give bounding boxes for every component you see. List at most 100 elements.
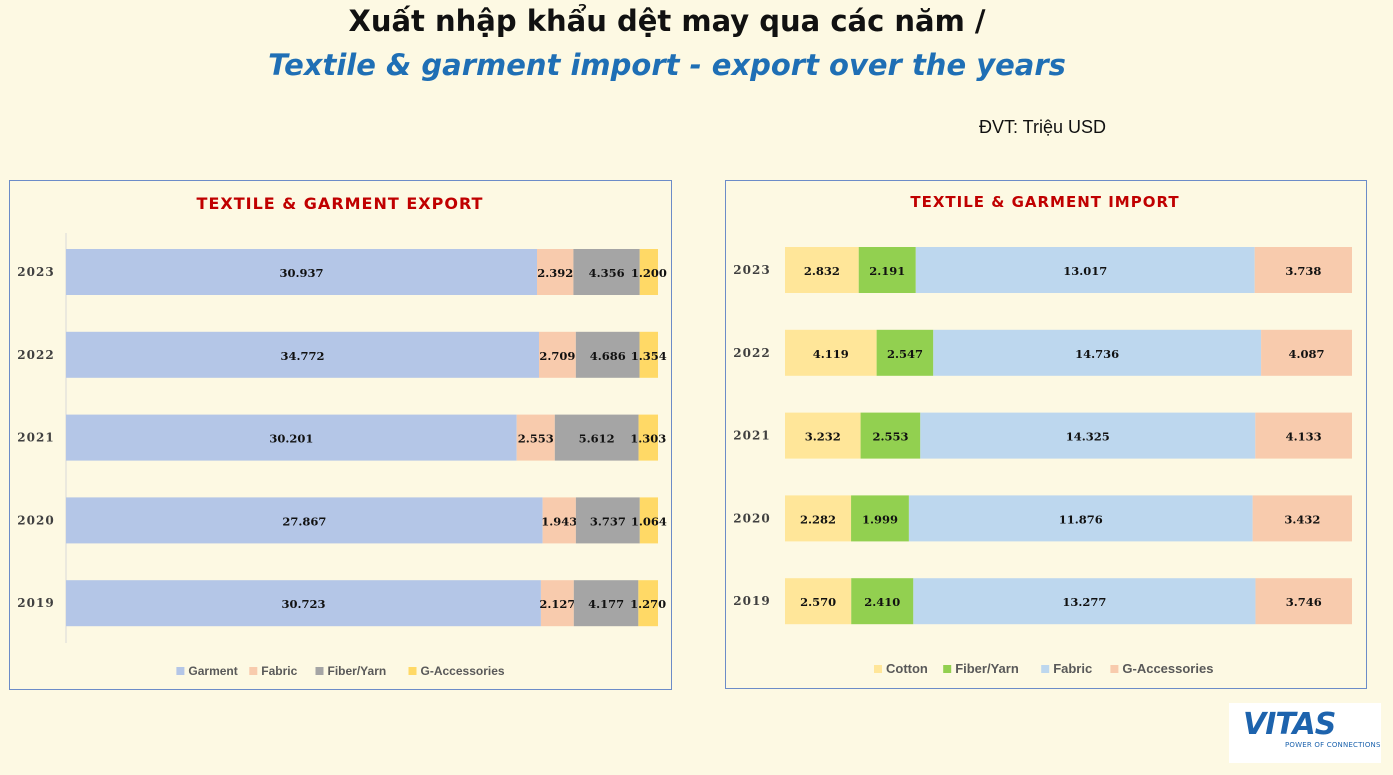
unit-label: ĐVT: Triệu USD <box>979 117 1107 137</box>
category-label-2019: 2019 <box>17 596 54 610</box>
bar-fiber-yarn-2019 <box>573 580 639 627</box>
data-label-cotton-2022: 4.119 <box>813 347 849 361</box>
data-label-garment-2019: 30.723 <box>281 597 325 611</box>
data-label-cotton-2023: 2.832 <box>804 264 840 278</box>
data-label-garment-2023: 30.937 <box>279 266 323 280</box>
bar-fabric-2023 <box>536 249 574 295</box>
import-chart: TEXTILE & GARMENT IMPORT 2023 2.832 2.191 13… <box>733 193 1352 676</box>
bar-fabric-2022 <box>538 331 576 378</box>
data-label-g-accessories-2022: 4.087 <box>1289 347 1325 361</box>
bar-fabric-2022 <box>933 329 1262 376</box>
legend-label-fiber-yarn: Fiber/Yarn <box>955 661 1019 676</box>
data-label-fiber-yarn-2023: 4.356 <box>589 266 625 280</box>
data-label-fabric-2022: 14.736 <box>1075 347 1119 361</box>
bar-fabric-2019 <box>913 578 1256 625</box>
category-label-2023: 2023 <box>17 265 54 279</box>
bar-cotton-2022 <box>785 329 877 376</box>
data-label-fabric-2023: 2.392 <box>537 266 573 280</box>
category-label-2020: 2020 <box>17 513 54 527</box>
bar-g-accessories-2021 <box>638 414 658 461</box>
data-label-fiber-yarn-2023: 2.191 <box>869 264 905 278</box>
logo-mark: VITAS <box>1243 707 1336 742</box>
data-label-fabric-2022: 2.709 <box>539 349 575 363</box>
import-chart-panel: TEXTILE & GARMENT IMPORT 2023 2.832 2.191 13… <box>725 180 1367 689</box>
category-label-2019: 2019 <box>733 594 770 608</box>
bar-g-accessories-2023 <box>1254 247 1352 293</box>
bar-g-accessories-2022 <box>1261 329 1352 376</box>
bar-fiber-yarn-2021 <box>860 412 921 459</box>
category-label-2022: 2022 <box>17 348 54 362</box>
data-label-cotton-2021: 3.232 <box>805 430 841 444</box>
legend-label-g-accessories: G-Accessories <box>1122 661 1213 676</box>
data-label-g-accessories-2023: 3.738 <box>1285 264 1321 278</box>
bar-fiber-yarn-2022 <box>575 331 640 378</box>
data-label-g-accessories-2019: 1.270 <box>630 597 666 611</box>
bar-fabric-2021 <box>516 414 555 461</box>
data-label-g-accessories-2020: 1.064 <box>631 514 667 528</box>
legend-label-garment: Garment <box>188 664 237 678</box>
category-label-2021: 2021 <box>733 429 770 443</box>
bar-fiber-yarn-2023 <box>573 249 640 295</box>
legend-swatch-fiber-yarn <box>943 665 952 673</box>
bar-fiber-yarn-2020 <box>851 495 909 542</box>
data-label-garment-2021: 30.201 <box>269 432 313 446</box>
data-label-cotton-2020: 2.282 <box>800 512 836 526</box>
bar-fiber-yarn-2023 <box>858 247 916 293</box>
bar-fabric-2023 <box>915 247 1255 293</box>
logo-tagline: POWER OF CONNECTIONS <box>1285 741 1381 749</box>
data-label-fabric-2021: 14.325 <box>1066 430 1110 444</box>
vitas-logo: VITAS POWER OF CONNECTIONS <box>1229 703 1381 763</box>
data-label-fiber-yarn-2022: 2.547 <box>887 347 923 361</box>
category-label-2023: 2023 <box>733 263 770 277</box>
bar-g-accessories-2021 <box>1255 412 1352 459</box>
bar-fiber-yarn-2021 <box>554 414 639 461</box>
export-chart-panel: TEXTILE & GARMENT EXPORT 2023 30.937 2.392 4… <box>9 180 672 690</box>
legend-label-fabric: Fabric <box>1053 661 1092 676</box>
bar-garment-2022 <box>66 331 539 378</box>
category-label-2020: 2020 <box>733 511 770 525</box>
data-label-fiber-yarn-2019: 2.410 <box>864 595 900 609</box>
data-label-fiber-yarn-2021: 2.553 <box>872 430 908 444</box>
bar-garment-2023 <box>66 249 537 295</box>
legend-label-fabric: Fabric <box>261 664 297 678</box>
data-label-fiber-yarn-2021: 5.612 <box>579 432 615 446</box>
bar-g-accessories-2019 <box>1255 578 1352 625</box>
bar-fabric-2019 <box>540 580 574 627</box>
bar-garment-2020 <box>66 497 543 544</box>
data-label-g-accessories-2021: 1.303 <box>630 432 666 446</box>
data-label-fiber-yarn-2022: 4.686 <box>590 349 626 363</box>
legend-swatch-fabric <box>1041 665 1050 673</box>
data-label-fabric-2023: 13.017 <box>1063 264 1107 278</box>
data-label-fabric-2020: 1.943 <box>541 514 577 528</box>
bar-cotton-2020 <box>785 495 852 542</box>
bar-fabric-2020 <box>542 497 576 544</box>
legend-swatch-garment <box>176 667 185 675</box>
legend-swatch-cotton <box>874 665 882 673</box>
legend-label-g-accessories: G-Accessories <box>421 664 505 678</box>
bar-cotton-2021 <box>785 412 861 459</box>
bar-garment-2021 <box>66 414 517 461</box>
bar-g-accessories-2020 <box>639 497 658 544</box>
bar-fiber-yarn-2020 <box>575 497 640 544</box>
page-title-vietnamese: Xuất nhập khẩu dệt may qua các năm / <box>348 4 986 38</box>
chart-title: TEXTILE & GARMENT EXPORT <box>197 194 484 213</box>
page-title-english: Textile & garment import - export over t… <box>268 48 1066 82</box>
bar-fabric-2020 <box>908 495 1253 542</box>
data-label-fabric-2021: 2.553 <box>518 432 554 446</box>
export-chart: TEXTILE & GARMENT EXPORT 2023 30.937 2.392 4… <box>17 194 667 678</box>
data-label-fiber-yarn-2019: 4.177 <box>588 597 624 611</box>
data-label-fiber-yarn-2020: 1.999 <box>862 512 898 526</box>
category-label-2022: 2022 <box>733 346 770 360</box>
category-label-2021: 2021 <box>17 431 54 445</box>
data-label-g-accessories-2021: 4.133 <box>1286 430 1322 444</box>
bar-cotton-2023 <box>785 247 859 293</box>
data-label-g-accessories-2020: 3.432 <box>1284 512 1320 526</box>
data-label-fabric-2019: 2.127 <box>539 597 575 611</box>
bar-g-accessories-2023 <box>639 249 658 295</box>
data-label-g-accessories-2023: 1.200 <box>631 266 667 280</box>
data-label-g-accessories-2019: 3.746 <box>1286 595 1322 609</box>
bar-g-accessories-2019 <box>638 580 658 627</box>
bar-garment-2019 <box>66 580 541 627</box>
legend-swatch-fabric <box>249 667 258 675</box>
bar-cotton-2019 <box>785 578 852 625</box>
